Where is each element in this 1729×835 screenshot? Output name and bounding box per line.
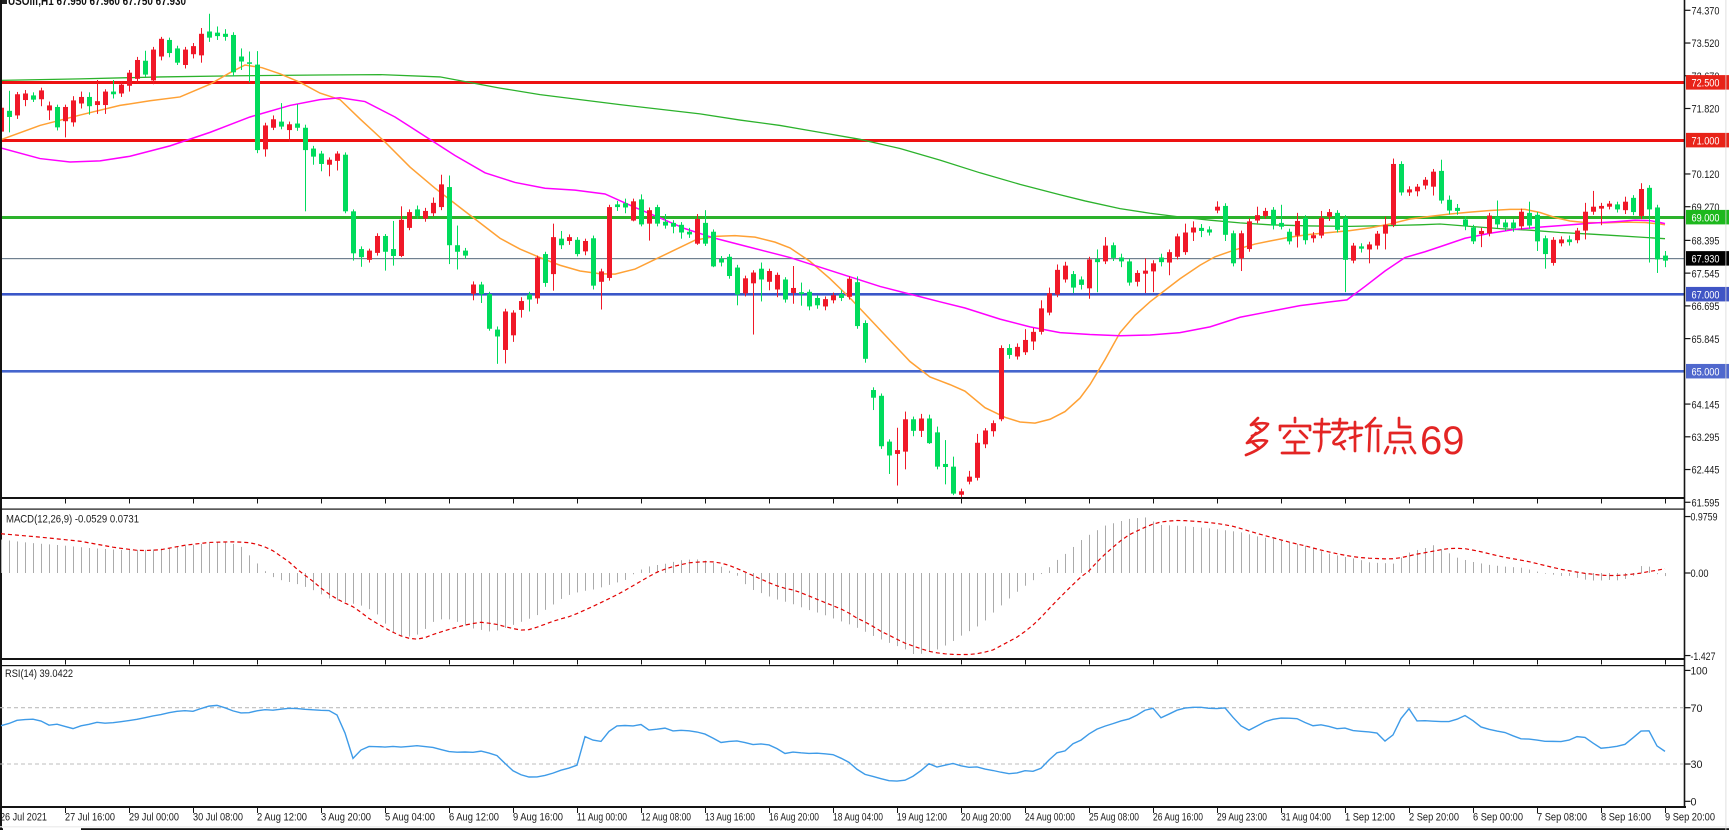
svg-text:0.9759: 0.9759	[1691, 512, 1718, 524]
svg-text:MACD(12,26,9) -0.0529 0.0731: MACD(12,26,9) -0.0529 0.0731	[6, 514, 139, 526]
svg-text:24 Aug 00:00: 24 Aug 00:00	[1025, 812, 1075, 824]
svg-text:30 Jul 08:00: 30 Jul 08:00	[193, 812, 243, 824]
svg-text:72.500: 72.500	[1692, 78, 1720, 90]
svg-text:9 Aug 16:00: 9 Aug 16:00	[513, 812, 563, 824]
svg-text:63.295: 63.295	[1692, 432, 1720, 444]
svg-text:70.120: 70.120	[1692, 169, 1720, 181]
svg-text:5 Aug 04:00: 5 Aug 04:00	[385, 812, 435, 824]
svg-text:0.00: 0.00	[1691, 568, 1709, 580]
svg-text:25 Aug 08:00: 25 Aug 08:00	[1089, 812, 1139, 824]
svg-text:27 Jul 16:00: 27 Jul 16:00	[65, 812, 115, 824]
svg-text:7 Sep 08:00: 7 Sep 08:00	[1537, 812, 1587, 824]
svg-text:8 Sep 16:00: 8 Sep 16:00	[1601, 812, 1651, 824]
svg-text:29 Jul 00:00: 29 Jul 00:00	[129, 812, 179, 824]
svg-text:61.595: 61.595	[1692, 497, 1720, 509]
svg-text:0: 0	[1691, 797, 1697, 809]
svg-text:19 Aug 12:00: 19 Aug 12:00	[897, 812, 947, 824]
svg-text:65.845: 65.845	[1692, 334, 1720, 346]
svg-text:65.000: 65.000	[1692, 366, 1720, 378]
svg-text:100: 100	[1691, 666, 1708, 678]
svg-text:67.545: 67.545	[1692, 268, 1720, 280]
svg-text:-1.427: -1.427	[1691, 651, 1716, 663]
svg-text:3 Aug 20:00: 3 Aug 20:00	[321, 812, 371, 824]
svg-text:73.520: 73.520	[1692, 38, 1720, 50]
svg-text:18 Aug 04:00: 18 Aug 04:00	[833, 812, 883, 824]
svg-text:30: 30	[1691, 759, 1703, 771]
svg-text:16 Aug 20:00: 16 Aug 20:00	[769, 812, 819, 824]
svg-text:69: 69	[1420, 419, 1465, 463]
svg-text:68.395: 68.395	[1692, 236, 1720, 248]
svg-text:71.820: 71.820	[1692, 104, 1720, 116]
svg-text:62.445: 62.445	[1692, 465, 1720, 477]
svg-text:USOilf,H1 67.950 67.960 67.75: USOilf,H1 67.950 67.960 67.750 67.930	[8, 0, 186, 8]
svg-text:31 Aug 04:00: 31 Aug 04:00	[1281, 812, 1331, 824]
svg-text:64.145: 64.145	[1692, 399, 1720, 411]
svg-text:11 Aug 00:00: 11 Aug 00:00	[577, 812, 627, 824]
svg-text:6 Aug 12:00: 6 Aug 12:00	[449, 812, 499, 824]
svg-text:26 Jul 2021: 26 Jul 2021	[0, 812, 47, 824]
svg-text:13 Aug 16:00: 13 Aug 16:00	[705, 812, 755, 824]
svg-text:29 Aug 23:00: 29 Aug 23:00	[1217, 812, 1267, 824]
svg-text:71.000: 71.000	[1692, 135, 1720, 147]
svg-text:70: 70	[1691, 703, 1703, 715]
svg-text:69.000: 69.000	[1692, 212, 1720, 224]
svg-text:67.930: 67.930	[1692, 254, 1720, 266]
svg-text:74.370: 74.370	[1692, 6, 1720, 18]
svg-text:12 Aug 08:00: 12 Aug 08:00	[641, 812, 691, 824]
svg-text:6 Sep 00:00: 6 Sep 00:00	[1473, 812, 1523, 824]
svg-text:26 Aug 16:00: 26 Aug 16:00	[1153, 812, 1203, 824]
svg-text:20 Aug 20:00: 20 Aug 20:00	[961, 812, 1011, 824]
svg-text:2 Aug 12:00: 2 Aug 12:00	[257, 812, 307, 824]
svg-text:RSI(14) 39.0422: RSI(14) 39.0422	[5, 668, 73, 680]
svg-text:1 Sep 12:00: 1 Sep 12:00	[1345, 812, 1395, 824]
svg-text:66.695: 66.695	[1692, 301, 1720, 313]
svg-text:2 Sep 20:00: 2 Sep 20:00	[1409, 812, 1459, 824]
svg-text:9 Sep 20:00: 9 Sep 20:00	[1665, 812, 1715, 824]
svg-text:67.000: 67.000	[1692, 289, 1720, 301]
